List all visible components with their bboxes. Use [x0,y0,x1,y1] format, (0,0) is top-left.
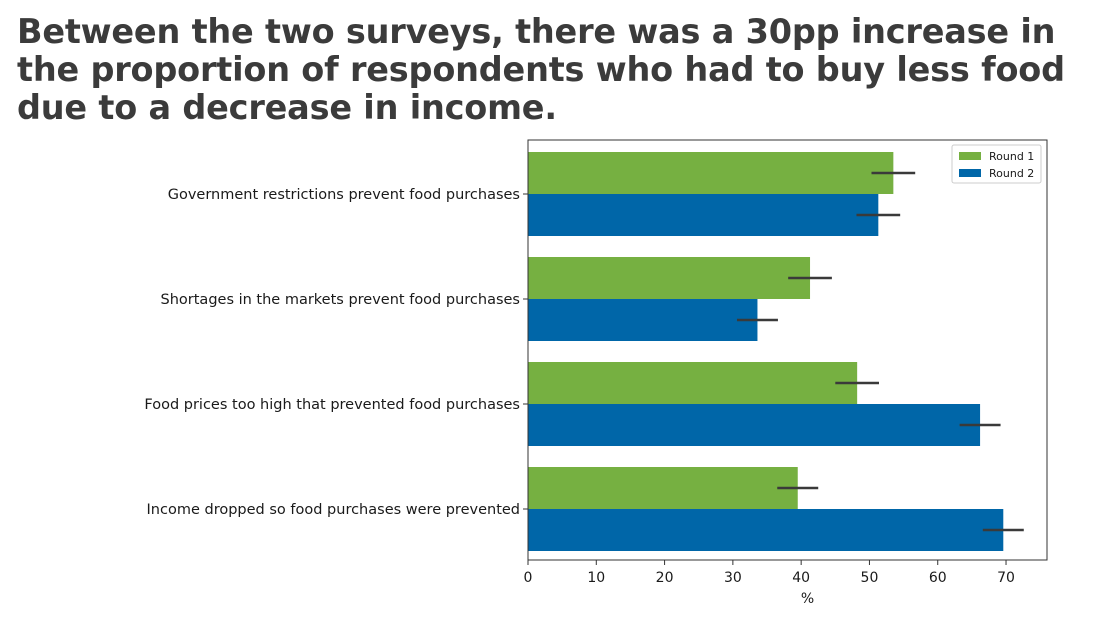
bar-round1-1 [528,257,811,299]
legend: Round 1 Round 2 [951,144,1042,184]
chart-headline: Between the two surveys, there was a 30p… [17,12,1065,127]
x-tick-label-5: 50 [861,570,879,586]
bar-round1-3 [528,467,798,509]
x-tick-label-3: 30 [724,570,742,586]
bar-round2-3 [528,509,1004,551]
bar-round1-2 [528,362,858,404]
x-tick-label-6: 60 [929,570,947,586]
plot-frame [527,139,1048,561]
x-tick-label-4: 40 [792,570,810,586]
axes-group: Government restrictions prevent food pur… [144,139,1048,607]
legend-label-round1: Round 1 [989,150,1034,163]
legend-swatch-round2 [959,169,981,177]
legend-label-round2: Round 2 [989,167,1034,180]
bar-round2-0 [528,194,879,236]
category-label-3: Income dropped so food purchases were pr… [147,502,520,518]
bar-round2-1 [528,299,758,341]
x-axis-label: % [801,591,814,607]
category-label-2: Food prices too high that prevented food… [144,397,520,413]
x-tick-label-0: 0 [524,570,533,586]
x-tick-label-7: 70 [997,570,1015,586]
x-tick-label-2: 20 [656,570,674,586]
bar-round1-0 [528,152,894,194]
error-bars-group [736,171,1024,532]
bar-round2-2 [528,404,981,446]
bars-group [528,152,1004,551]
legend-swatch-round1 [959,152,981,160]
category-label-0: Government restrictions prevent food pur… [168,187,520,203]
x-tick-label-1: 10 [587,570,605,586]
category-label-1: Shortages in the markets prevent food pu… [161,292,520,308]
